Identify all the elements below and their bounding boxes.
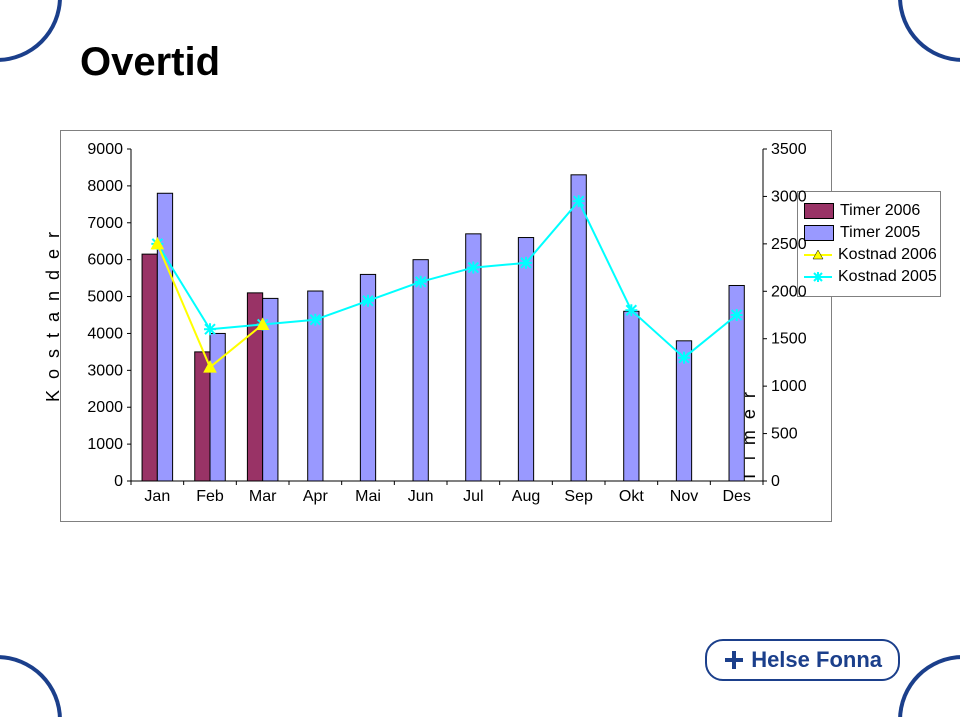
legend-label-timer-2006: Timer 2006: [840, 202, 920, 220]
svg-text:3000: 3000: [771, 188, 807, 205]
svg-text:9000: 9000: [87, 141, 123, 158]
svg-text:Mar: Mar: [249, 488, 277, 505]
svg-text:6000: 6000: [87, 252, 123, 269]
svg-text:Jul: Jul: [463, 488, 483, 505]
svg-text:2000: 2000: [771, 283, 807, 300]
legend-label-kostnad-2006: Kostnad 2006: [838, 246, 937, 264]
svg-text:Apr: Apr: [303, 488, 329, 505]
svg-text:1500: 1500: [771, 331, 807, 348]
helse-fonna-logo: Helse Fonna: [705, 639, 900, 681]
svg-text:0: 0: [114, 473, 123, 490]
svg-text:Mai: Mai: [355, 488, 381, 505]
corner-top-left: [0, 0, 62, 62]
page-title: Overtid: [80, 40, 220, 85]
svg-text:500: 500: [771, 426, 798, 443]
corner-top-right: [898, 0, 960, 62]
svg-text:Jun: Jun: [408, 488, 434, 505]
svg-text:3500: 3500: [771, 141, 807, 158]
overtid-chart: K o s t a n d e r T i m e r Timer 2006 T…: [60, 130, 832, 522]
svg-text:Feb: Feb: [196, 488, 224, 505]
svg-text:5000: 5000: [87, 289, 123, 306]
corner-bottom-right: [898, 655, 960, 717]
svg-text:2000: 2000: [87, 399, 123, 416]
svg-text:1000: 1000: [87, 436, 123, 453]
svg-text:2500: 2500: [771, 236, 807, 253]
logo-text: Helse Fonna: [751, 647, 882, 673]
svg-text:Sep: Sep: [564, 488, 593, 505]
chart-svg: 0 1000 2000 3000 4000 5000 6000 7000 8000 9000 0 50…: [61, 131, 831, 521]
svg-text:1000: 1000: [771, 378, 807, 395]
svg-text:Nov: Nov: [670, 488, 698, 505]
legend-label-timer-2005: Timer 2005: [840, 224, 920, 242]
svg-text:8000: 8000: [87, 178, 123, 195]
svg-text:4000: 4000: [87, 325, 123, 342]
svg-text:Jan: Jan: [144, 488, 170, 505]
plus-icon: [723, 649, 745, 671]
svg-text:Des: Des: [722, 488, 750, 505]
svg-text:Aug: Aug: [512, 488, 540, 505]
svg-text:Okt: Okt: [619, 488, 644, 505]
corner-bottom-left: [0, 655, 62, 717]
svg-text:3000: 3000: [87, 362, 123, 379]
svg-text:0: 0: [771, 473, 780, 490]
svg-text:7000: 7000: [87, 215, 123, 232]
legend-label-kostnad-2005: Kostnad 2005: [838, 268, 937, 286]
